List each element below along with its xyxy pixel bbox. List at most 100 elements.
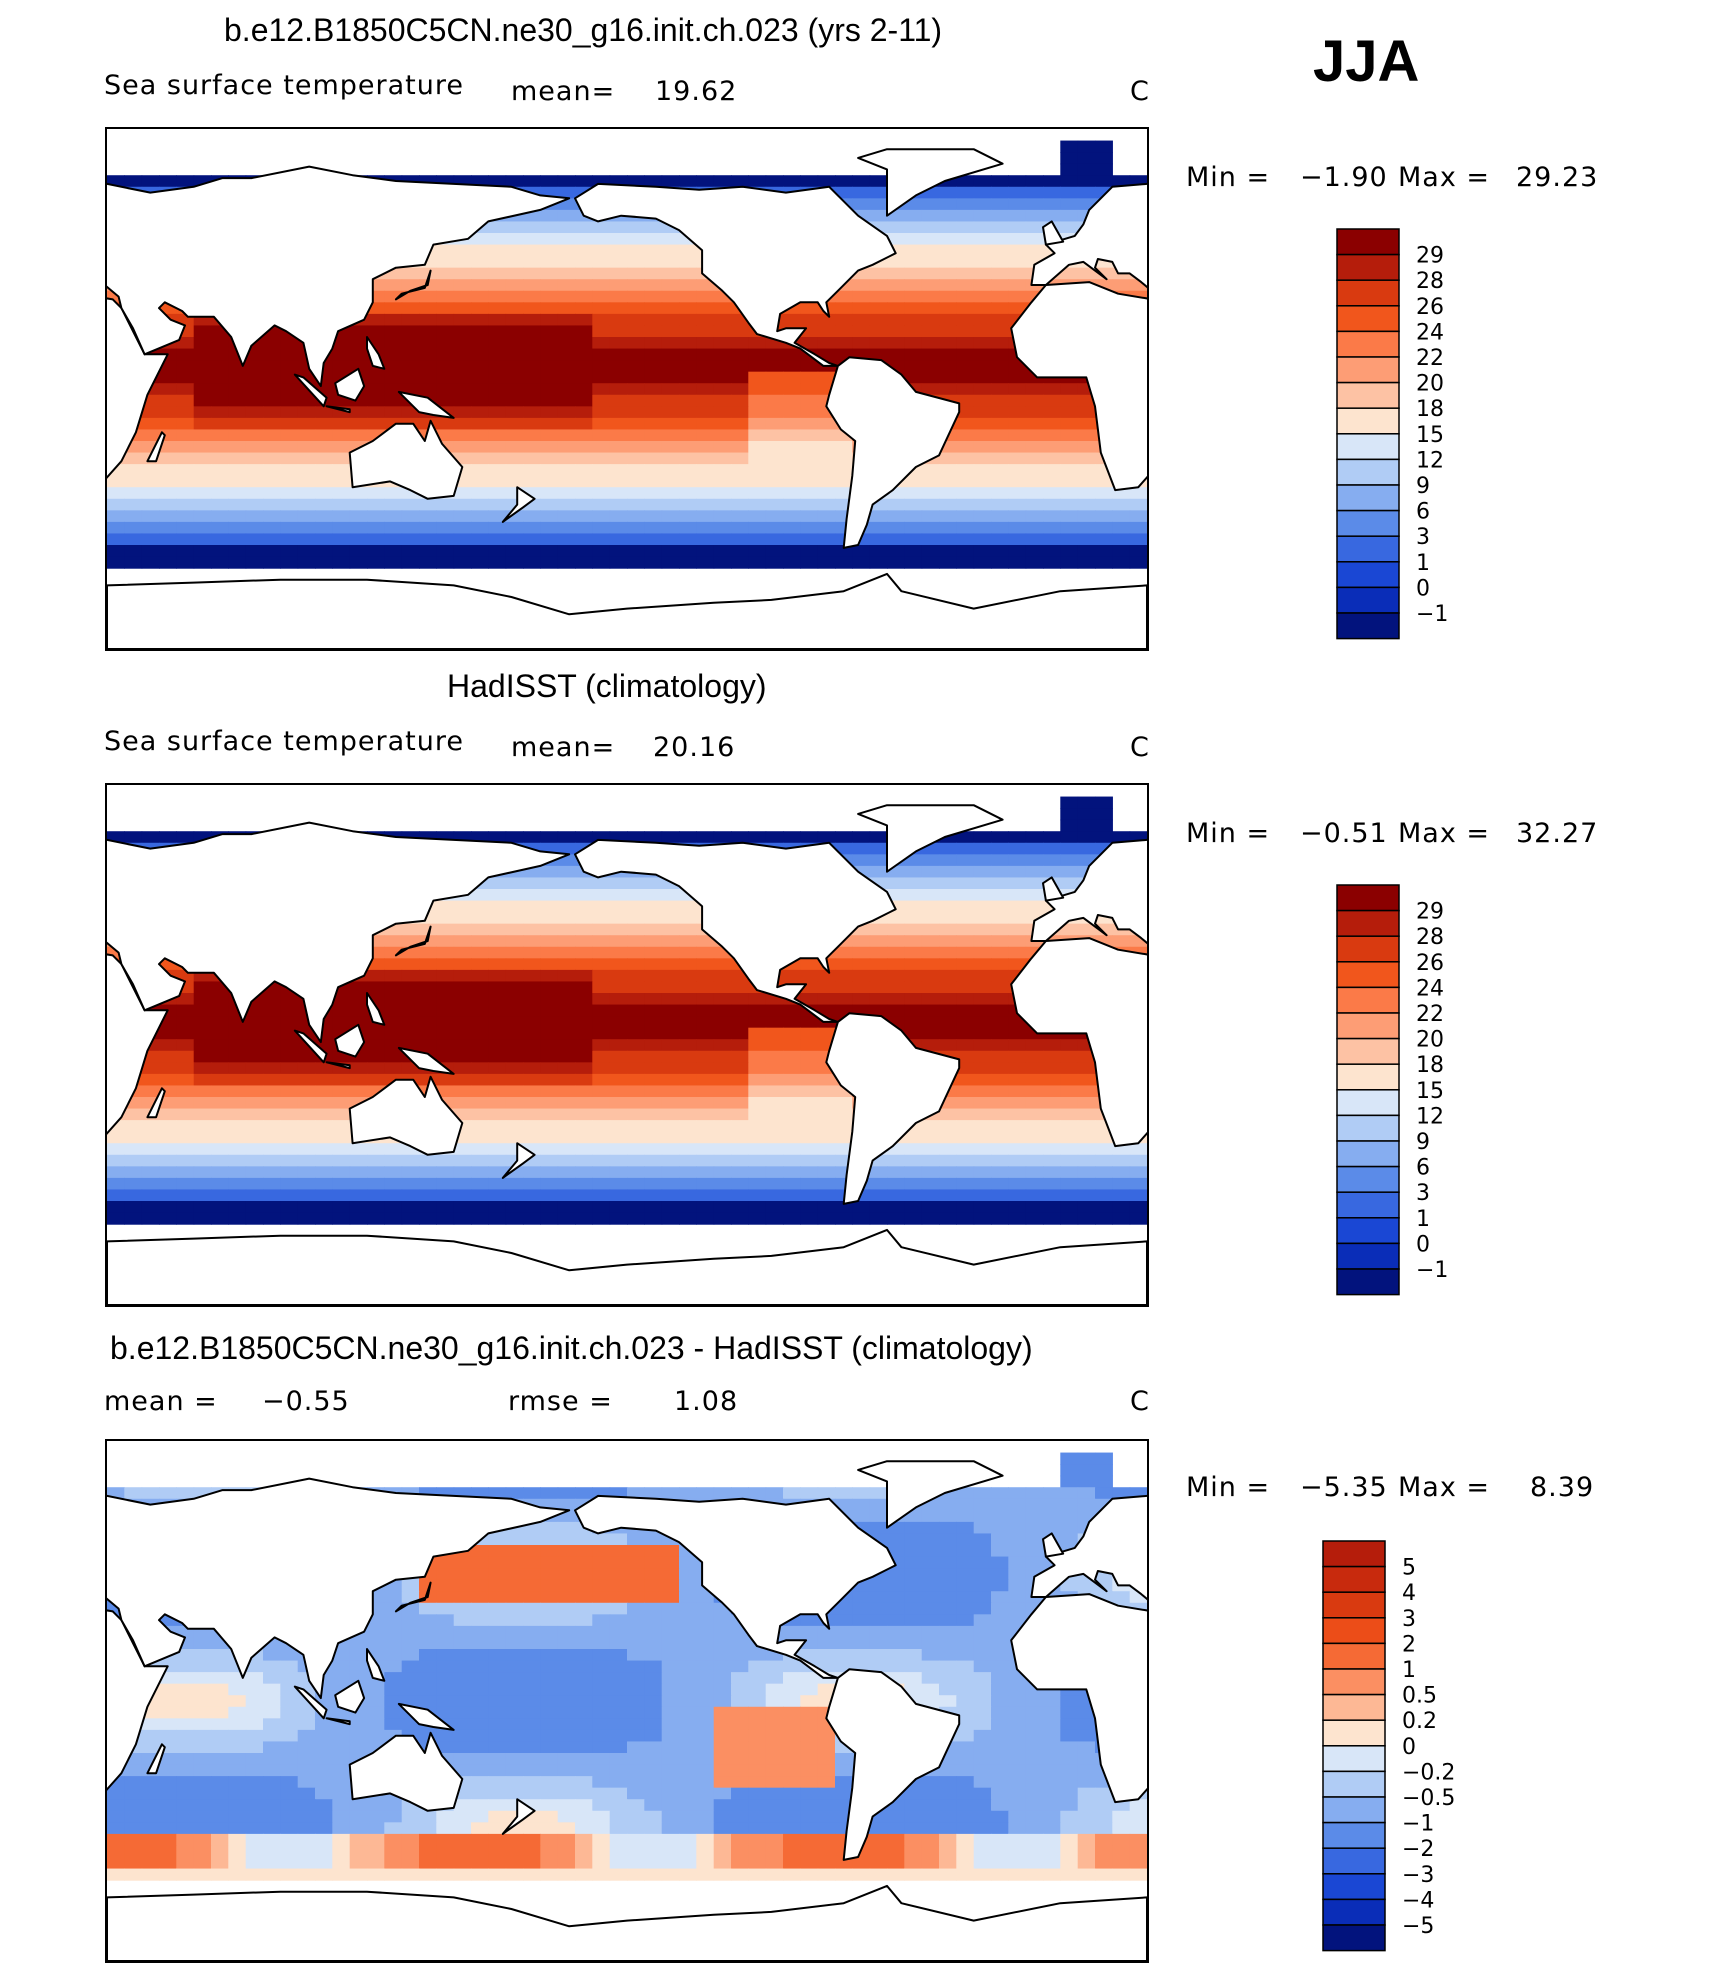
field-cell xyxy=(384,498,403,511)
field-cell xyxy=(921,475,940,488)
field-cell xyxy=(644,1556,663,1569)
field-cell xyxy=(1095,831,1113,844)
island xyxy=(397,390,455,419)
colorbar-swatch xyxy=(1336,1089,1400,1117)
field-cell xyxy=(540,1016,559,1029)
field-cell xyxy=(869,1602,888,1615)
field-cell xyxy=(904,498,923,511)
field-cell xyxy=(592,417,611,431)
field-cell xyxy=(904,865,923,879)
field-cell xyxy=(540,1579,559,1592)
field-cell xyxy=(956,487,975,500)
field-cell xyxy=(817,417,836,431)
field-cell xyxy=(280,533,299,546)
field-cell xyxy=(211,993,229,1006)
field-cell xyxy=(592,406,611,419)
field-cell xyxy=(505,441,524,454)
field-cell xyxy=(661,969,680,983)
field-cell xyxy=(973,186,992,199)
field-cell xyxy=(973,394,992,407)
landmass-northAmerica xyxy=(574,182,897,367)
field-cell xyxy=(765,452,784,465)
field-cell xyxy=(575,946,593,959)
field-cell xyxy=(661,1073,680,1087)
field-cell xyxy=(973,1085,992,1098)
field-cell xyxy=(540,946,559,959)
field-cell xyxy=(921,981,940,994)
field-cell xyxy=(869,935,888,948)
field-cell xyxy=(523,946,541,959)
field-cell xyxy=(644,946,663,959)
field-cell xyxy=(176,1131,195,1144)
field-cell xyxy=(627,221,645,234)
field-cell xyxy=(505,256,524,269)
field-cell xyxy=(401,383,420,396)
field-cell xyxy=(765,545,784,558)
field-cell xyxy=(783,1016,801,1029)
field-cell xyxy=(1112,521,1131,535)
field-cell xyxy=(731,1039,749,1052)
field-cell xyxy=(159,175,177,188)
field-cell xyxy=(679,1189,697,1202)
field-cell xyxy=(713,429,732,442)
field-cell xyxy=(193,1016,212,1029)
field-cell xyxy=(956,1004,975,1017)
field-cell xyxy=(991,1510,1009,1523)
field-cell xyxy=(1043,441,1061,454)
field-cell xyxy=(973,1154,992,1167)
field-cell xyxy=(193,360,212,373)
field-cell xyxy=(436,912,455,925)
field-cell xyxy=(557,325,576,338)
colorbar-swatch xyxy=(1336,484,1400,512)
field-cell xyxy=(1008,279,1027,292)
field-cell xyxy=(523,233,541,246)
field-cell xyxy=(419,325,437,338)
colorbar-swatch xyxy=(1336,1242,1400,1270)
field-cell xyxy=(453,1097,472,1110)
field-cell xyxy=(956,958,975,971)
field-cell xyxy=(436,533,455,546)
field-cell xyxy=(141,510,160,523)
colorbar-tick-label: 12 xyxy=(1416,1104,1444,1129)
field-cell xyxy=(471,1545,489,1558)
field-cell xyxy=(609,360,628,373)
field-cell xyxy=(956,464,975,477)
field-cell xyxy=(921,1602,940,1615)
field-cell xyxy=(349,510,368,523)
field-cell xyxy=(939,993,957,1006)
field-cell xyxy=(1008,912,1027,925)
field-cell xyxy=(592,337,611,350)
field-cell xyxy=(592,1027,611,1040)
field-cell xyxy=(505,1533,524,1546)
field-cell xyxy=(1025,533,1044,546)
field-cell xyxy=(991,842,1009,855)
field-cell xyxy=(869,1521,888,1535)
field-cell xyxy=(228,1131,247,1144)
panel-1-min-label: Min = xyxy=(1186,162,1271,193)
field-cell xyxy=(887,1614,905,1627)
field-cell xyxy=(609,900,628,913)
field-cell xyxy=(263,417,281,431)
field-cell xyxy=(488,556,507,569)
field-cell xyxy=(540,1614,559,1627)
field-cell xyxy=(297,441,316,454)
field-cell xyxy=(107,1189,125,1202)
field-cell xyxy=(713,1085,732,1098)
field-cell xyxy=(609,290,628,303)
field-cell xyxy=(731,1062,749,1075)
field-cell xyxy=(609,1533,628,1546)
field-cell xyxy=(921,279,940,292)
field-cell xyxy=(939,313,957,327)
field-cell xyxy=(436,1004,455,1017)
field-cell xyxy=(1060,1177,1079,1191)
field-cell xyxy=(921,1201,940,1214)
field-cell xyxy=(263,993,281,1006)
field-cell xyxy=(557,360,576,373)
field-cell xyxy=(592,1073,611,1087)
field-cell xyxy=(696,1073,715,1087)
field-cell xyxy=(419,981,437,994)
field-cell xyxy=(748,487,767,500)
field-cell xyxy=(436,1556,455,1569)
field-cell xyxy=(280,1073,299,1087)
field-cell xyxy=(661,244,680,257)
